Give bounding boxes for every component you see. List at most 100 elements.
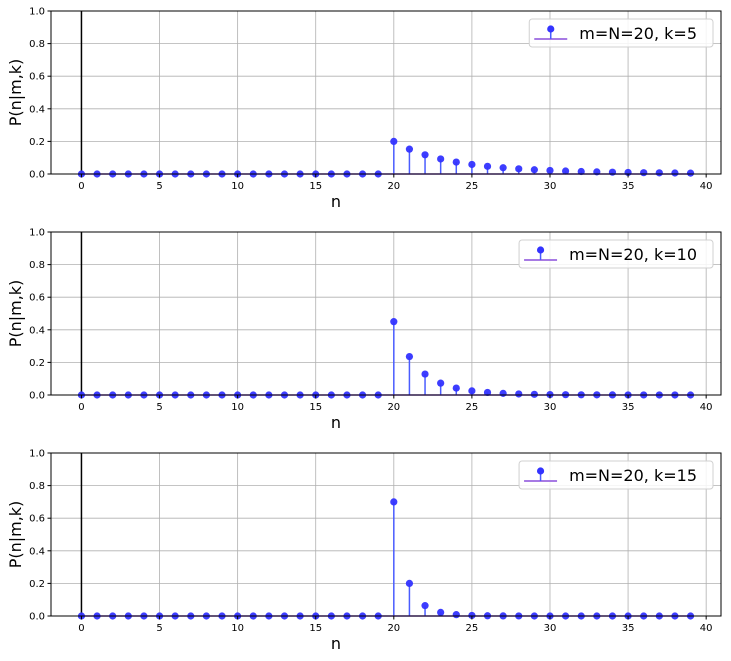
stem-marker <box>483 388 492 397</box>
x-tick-label: 40 <box>700 623 713 634</box>
stem-marker <box>452 158 460 166</box>
stem-marker <box>437 155 445 163</box>
axes-frame <box>50 231 722 396</box>
x-tick-label: 35 <box>622 402 635 413</box>
x-tick-label: 30 <box>544 623 557 634</box>
stem-marker <box>390 137 398 145</box>
stem-marker <box>546 166 554 175</box>
x-tick-label: 5 <box>156 402 162 413</box>
x-tick-label: 25 <box>466 181 479 192</box>
y-tick-label: 0.6 <box>29 72 45 83</box>
x-tick-label: 15 <box>309 402 322 413</box>
x-axis-label: n <box>331 634 341 653</box>
x-tick-label: 35 <box>622 623 635 634</box>
stem-marker <box>640 169 648 177</box>
stem-marker <box>577 167 585 176</box>
stem-marker <box>405 352 414 361</box>
stem-marker <box>655 169 663 177</box>
x-tick-label: 20 <box>387 402 400 413</box>
x-tick-label: 25 <box>466 623 479 634</box>
x-tick-label: 40 <box>700 402 713 413</box>
x-tick-label: 25 <box>466 402 479 413</box>
stem-marker <box>530 390 538 398</box>
x-tick-label: 0 <box>78 623 84 634</box>
stem-marker <box>499 164 507 172</box>
x-axis-label: n <box>331 413 341 432</box>
stem-marker <box>390 498 398 506</box>
x-tick-label: 20 <box>387 181 400 192</box>
y-tick-label: 0.8 <box>29 39 45 50</box>
y-tick-label: 1.0 <box>29 7 45 18</box>
y-tick-label: 0.6 <box>29 293 45 304</box>
y-axis-label: P(n|m,k) <box>6 280 25 348</box>
x-tick-label: 0 <box>78 402 84 413</box>
subplot-3: 0 5 10 15 20 25 30 35 40 0.0 0.2 0.4 0.6 0.8 1.0 n P(n|m… <box>6 449 722 653</box>
stem-marker <box>405 579 414 588</box>
stem-marker <box>686 169 695 177</box>
stem-marker <box>468 387 476 395</box>
x-tick-label: 5 <box>156 181 162 192</box>
x-tick-label: 20 <box>387 623 400 634</box>
y-tick-label: 0.8 <box>29 481 45 492</box>
stem-marker <box>530 166 538 174</box>
x-tick-label: 0 <box>78 181 84 192</box>
stem-marker <box>515 390 523 398</box>
stem-marker <box>452 611 460 619</box>
stem-marker <box>515 165 523 173</box>
y-tick-label: 0.2 <box>29 137 45 148</box>
legend-marker-icon <box>536 467 545 475</box>
x-tick-label: 35 <box>622 181 635 192</box>
stem-marker <box>405 145 414 153</box>
stem-marker <box>421 151 429 159</box>
x-tick-label: 15 <box>309 181 322 192</box>
stem-marker <box>499 389 507 397</box>
stem-marker <box>452 384 460 392</box>
stem-marker <box>608 168 617 176</box>
x-tick-label: 15 <box>309 623 322 634</box>
stem-marker <box>421 602 429 610</box>
legend-marker-icon <box>536 246 545 254</box>
x-axis-label: n <box>331 192 341 211</box>
legend-label: m=N=20, k=10 <box>569 245 697 264</box>
y-axis-label: P(n|m,k) <box>6 501 25 569</box>
y-tick-label: 0.2 <box>29 579 45 590</box>
x-tick-label: 10 <box>231 623 244 634</box>
y-tick-label: 0.0 <box>29 170 45 181</box>
subplot-1: 0 5 10 15 20 25 30 35 40 0.0 0.2 0.4 0.6 0.8 1.0 n P(n|m… <box>6 7 722 211</box>
x-tick-label: 10 <box>231 181 244 192</box>
stem-marker <box>671 169 679 177</box>
y-tick-label: 0.0 <box>29 391 45 402</box>
x-tick-label: 30 <box>544 181 557 192</box>
x-tick-label: 5 <box>156 623 162 634</box>
x-tick-label: 40 <box>700 181 713 192</box>
y-tick-label: 0.8 <box>29 260 45 271</box>
y-tick-label: 0.6 <box>29 514 45 525</box>
y-tick-label: 0.2 <box>29 358 45 369</box>
axes-frame <box>50 452 722 617</box>
stem-marker <box>421 370 429 378</box>
stem-marker <box>483 162 492 170</box>
stem-marker <box>437 379 445 387</box>
y-tick-label: 0.4 <box>29 325 45 336</box>
y-tick-label: 1.0 <box>29 228 45 239</box>
legend-box <box>528 18 714 48</box>
legend-box <box>518 460 714 490</box>
legend-label: m=N=20, k=5 <box>579 24 697 43</box>
legend: m=N=20, k=5 <box>528 18 714 48</box>
stem-marker <box>468 611 476 620</box>
x-tick-label: 30 <box>544 402 557 413</box>
y-tick-label: 0.0 <box>29 612 45 623</box>
legend-label: m=N=20, k=15 <box>569 466 697 485</box>
legend: m=N=20, k=10 <box>518 239 714 269</box>
y-tick-label: 1.0 <box>29 449 45 460</box>
y-axis-label: P(n|m,k) <box>6 59 25 127</box>
y-tick-label: 0.4 <box>29 104 45 115</box>
x-tick-label: 10 <box>231 402 244 413</box>
stem-marker <box>390 318 398 326</box>
subplot-2: 0 5 10 15 20 25 30 35 40 0.0 0.2 0.4 0.6 0.8 1.0 n P(n|m… <box>6 228 722 432</box>
legend: m=N=20, k=15 <box>518 460 714 490</box>
legend-box <box>518 239 714 269</box>
axes-frame <box>50 10 722 175</box>
stem-marker <box>562 167 570 175</box>
